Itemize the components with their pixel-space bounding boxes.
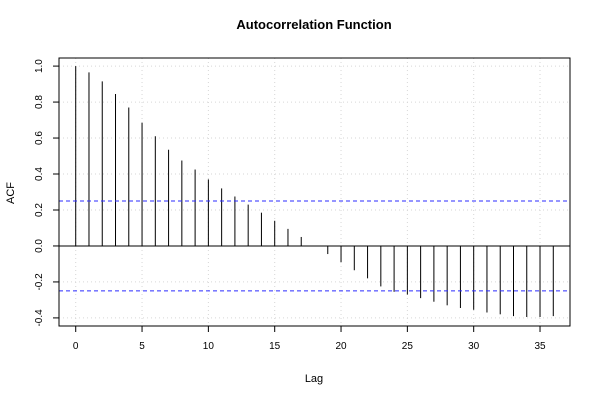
y-tick-label: -0.2 <box>34 273 45 291</box>
x-tick-label: 20 <box>335 341 347 352</box>
grid <box>59 58 570 326</box>
y-tick-label: 0.6 <box>34 131 45 145</box>
acf-bars <box>75 66 554 318</box>
axes: 0 5 10 15 20 25 30 35 -0.4 -0.2 0.0 0.2 0.4 0.6 0.8 1.0 <box>34 59 546 352</box>
y-tick-label: 1.0 <box>34 59 45 73</box>
y-tick-label: 0.4 <box>34 167 45 181</box>
y-tick-label: 0.0 <box>34 239 45 253</box>
chart-title: Autocorrelation Function <box>236 17 391 32</box>
y-tick-label: 0.8 <box>34 95 45 109</box>
x-tick-label: 10 <box>203 341 215 352</box>
x-tick-label: 5 <box>139 341 145 352</box>
confidence-bounds <box>59 200 570 292</box>
x-tick-label: 35 <box>534 341 546 352</box>
x-tick-label: 25 <box>402 341 414 352</box>
y-tick-label: -0.4 <box>34 309 45 327</box>
y-tick-label: 0.2 <box>34 203 45 217</box>
plot-box <box>58 57 571 327</box>
y-axis-label: ACF <box>5 182 17 204</box>
x-axis-label: Lag <box>305 373 323 385</box>
x-tick-label: 0 <box>73 341 79 352</box>
x-tick-label: 30 <box>468 341 480 352</box>
x-tick-label: 15 <box>269 341 281 352</box>
